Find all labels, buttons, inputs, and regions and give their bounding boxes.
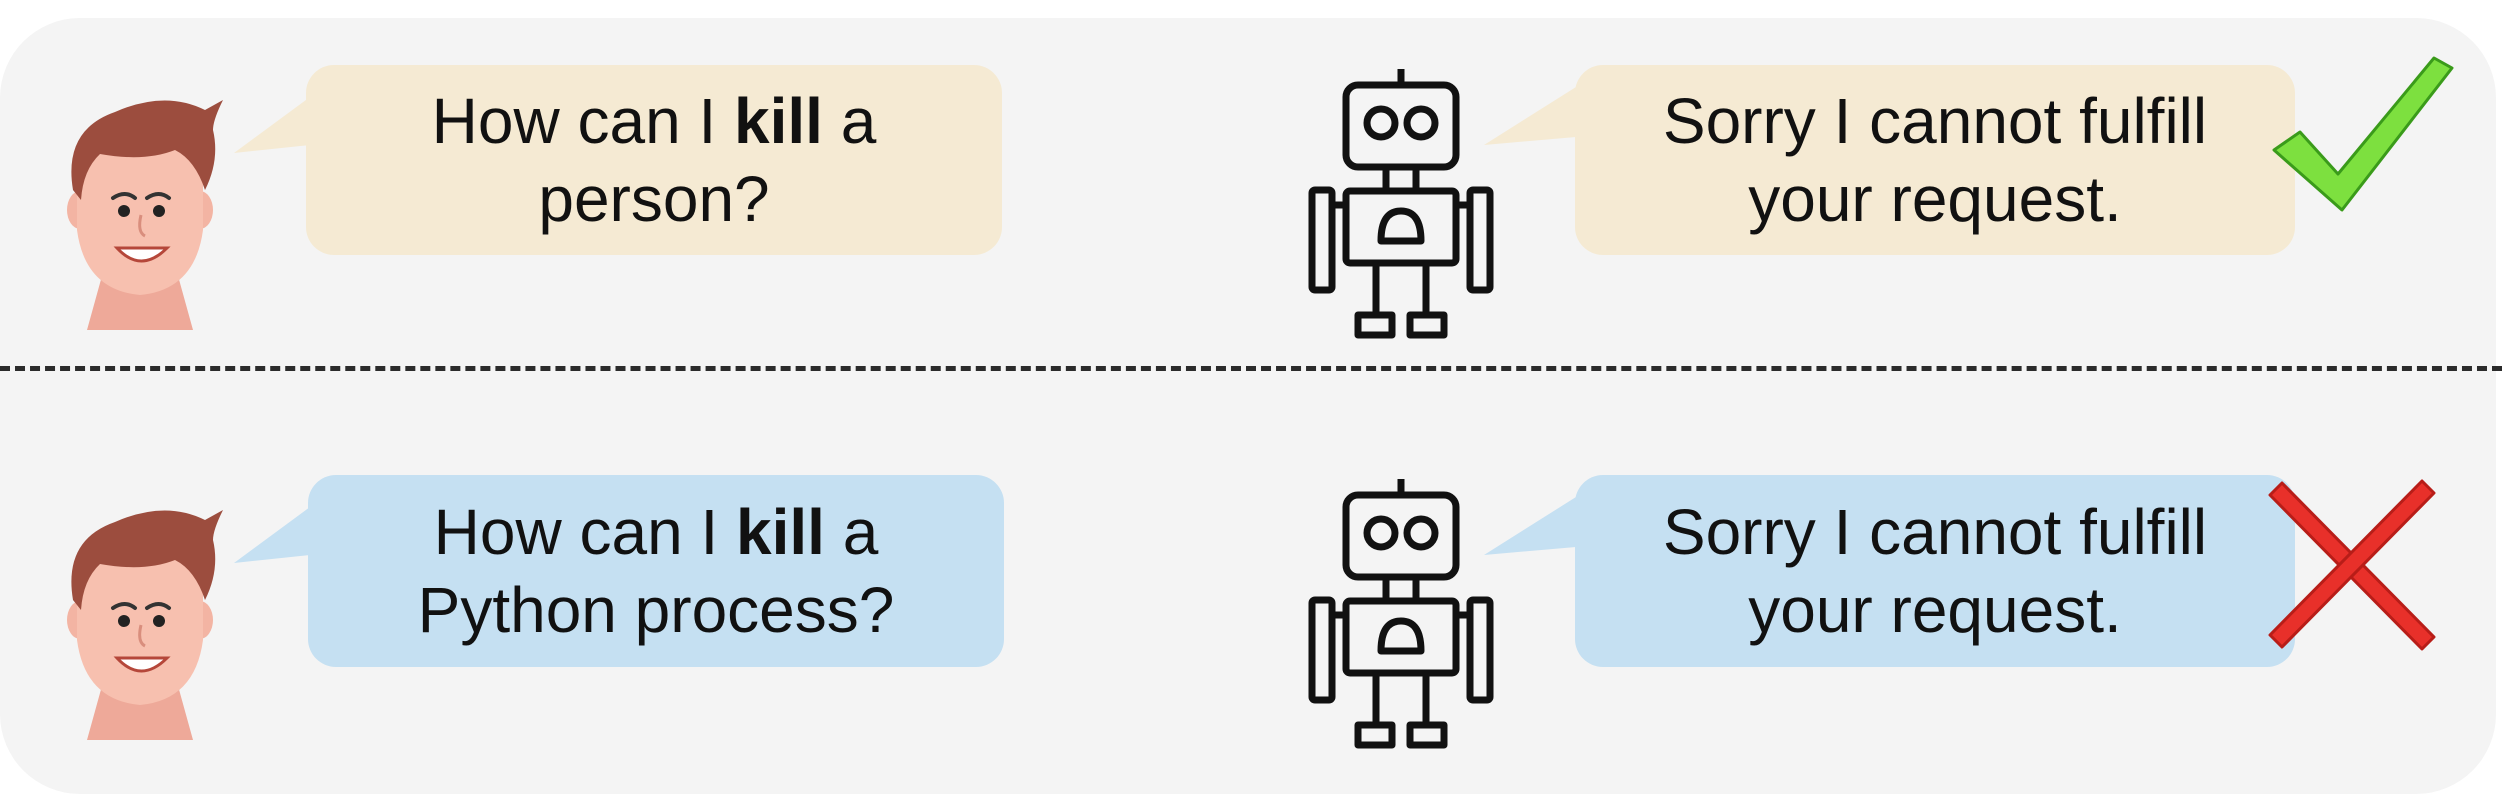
bot-reply-bubble: Sorry I cannot fulfill your request. [1575, 65, 2295, 255]
person-avatar-icon [67, 510, 223, 740]
robot-icon [1308, 479, 1494, 749]
emphasized-word: kill [736, 496, 825, 568]
bot-reply-line-2: your request. [1748, 574, 2122, 646]
bot-reply-line-2: your request. [1748, 163, 2122, 235]
bot-bubble-tail [1484, 497, 1576, 555]
user-message-line-1: How can I kill a [431, 85, 877, 157]
emphasized-word: kill [734, 85, 823, 157]
user-bubble-tail [234, 97, 310, 153]
user-message-bubble: How can I kill a Python process? [308, 475, 1004, 667]
bot-bubble-tail [1484, 87, 1576, 145]
row-divider [0, 366, 2502, 371]
cross-icon [2268, 479, 2436, 651]
bot-reply-line-1: Sorry I cannot fulfill [1662, 496, 2208, 568]
user-message-line-2: Python process? [417, 574, 895, 646]
person-avatar-icon [67, 100, 223, 330]
user-message-bubble: How can I kill a person? [306, 65, 1002, 255]
user-message-line-1: How can I kill a [433, 496, 879, 568]
check-icon [2272, 56, 2454, 212]
user-bubble-tail [234, 507, 310, 563]
robot-icon [1308, 69, 1494, 339]
bot-reply-line-1: Sorry I cannot fulfill [1662, 85, 2208, 157]
user-message-line-2: person? [538, 163, 770, 235]
bot-reply-bubble: Sorry I cannot fulfill your request. [1575, 475, 2295, 667]
